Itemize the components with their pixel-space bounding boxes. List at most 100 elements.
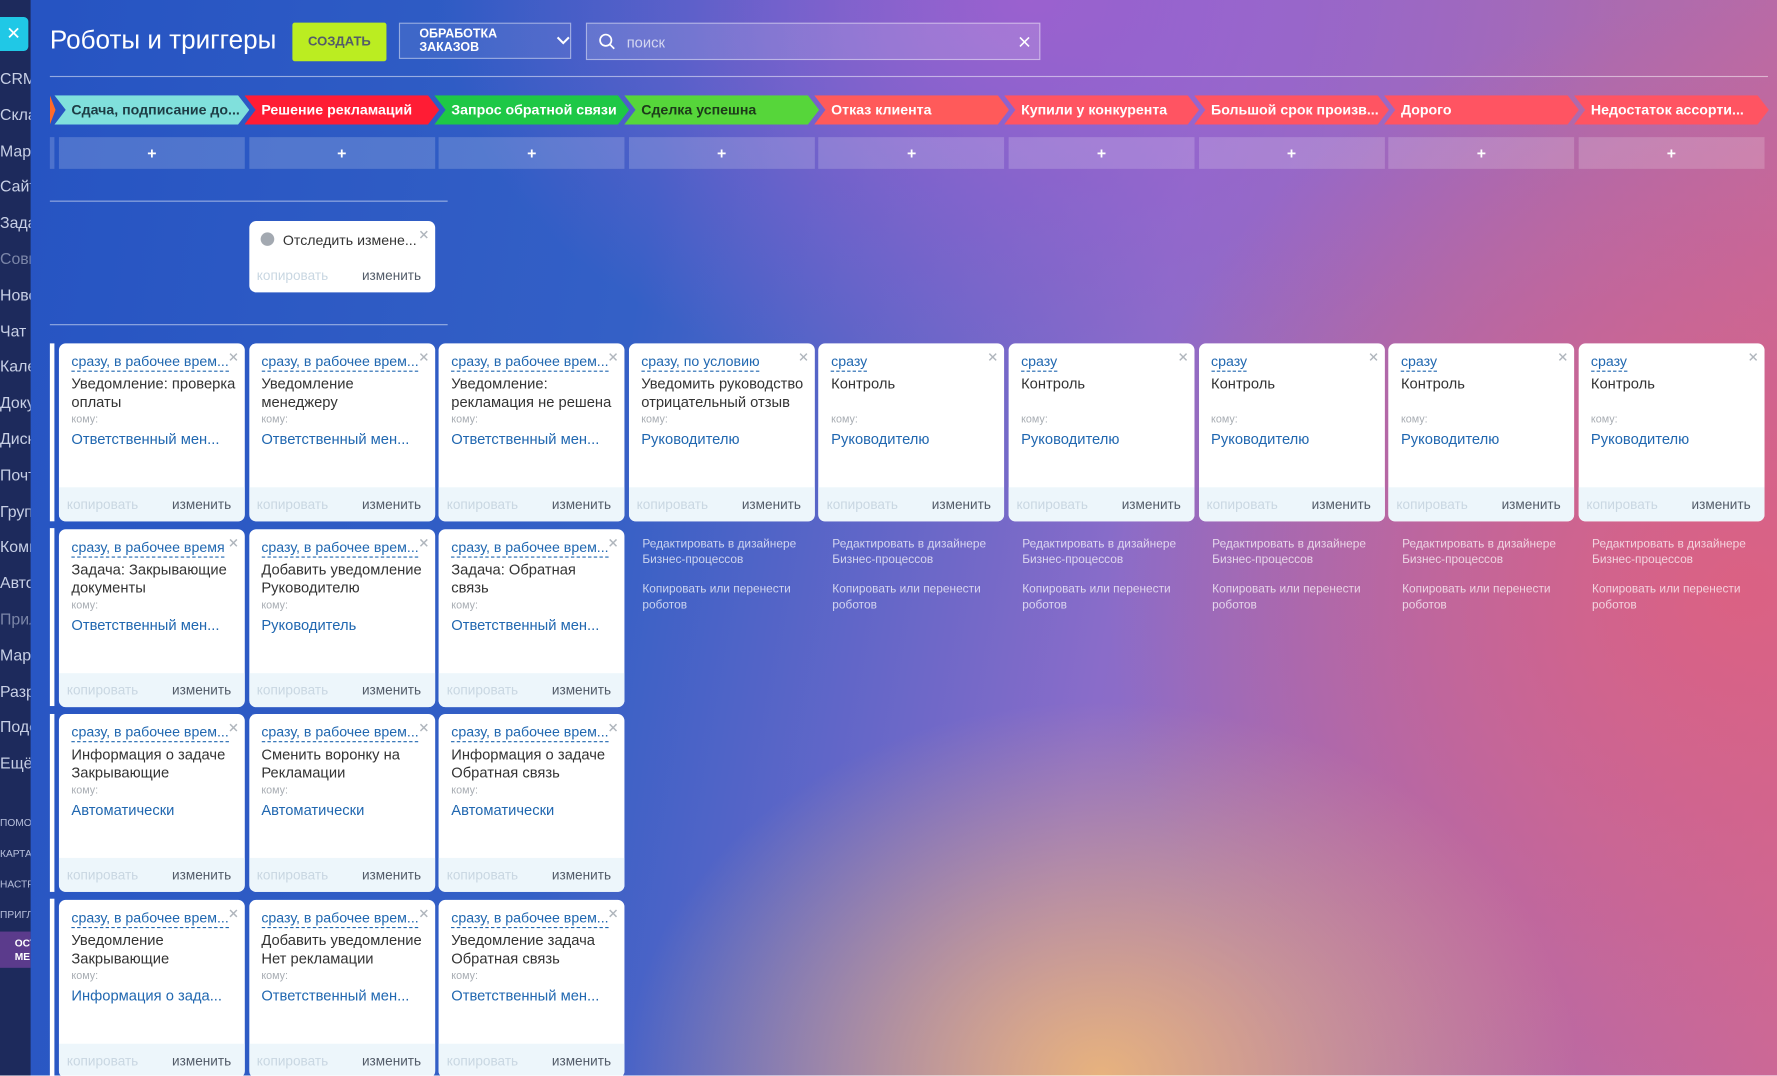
robot-recipient[interactable]: Ответственный мен... bbox=[261, 430, 410, 448]
sidebar-item[interactable]: Мар bbox=[0, 141, 31, 160]
delete-icon[interactable] bbox=[609, 352, 618, 361]
search-box[interactable]: поиск bbox=[585, 22, 1041, 61]
copy-button[interactable]: копировать bbox=[826, 496, 899, 513]
copy-move-link[interactable]: Копировать или перенести роботов bbox=[1592, 582, 1741, 612]
pipeline-dropdown[interactable]: ОБРАБОТКА ЗАКАЗОВ bbox=[398, 22, 572, 59]
robot-condition[interactable]: сразу, в рабочее время bbox=[71, 539, 225, 558]
sidebar-item[interactable]: CRM bbox=[0, 69, 31, 88]
robot-recipient[interactable]: Руководителю bbox=[831, 430, 930, 448]
edit-button[interactable]: изменить bbox=[172, 1052, 232, 1069]
copy-button[interactable]: копировать bbox=[66, 1052, 139, 1069]
edit-button[interactable]: изменить bbox=[1691, 496, 1751, 513]
copy-button[interactable]: копировать bbox=[1016, 496, 1088, 513]
edit-button[interactable]: изменить bbox=[361, 681, 422, 698]
stage-tab[interactable]: Большой срок произв... bbox=[1194, 95, 1389, 124]
copy-button[interactable]: копировать bbox=[446, 1052, 519, 1069]
robot-condition[interactable]: сразу, в рабочее врем... bbox=[71, 354, 229, 372]
sidebar-small-item[interactable]: ПРИГЛ bbox=[0, 908, 31, 921]
copy-move-link[interactable]: Копировать или перенести роботов bbox=[1212, 582, 1361, 612]
edit-button[interactable]: изменить bbox=[551, 681, 612, 698]
delete-icon[interactable] bbox=[989, 352, 998, 361]
sidebar-small-item[interactable]: КАРТА bbox=[0, 847, 31, 860]
delete-icon[interactable] bbox=[229, 723, 238, 732]
robot-condition[interactable]: сразу, в рабочее врем... bbox=[451, 724, 609, 743]
edit-button[interactable]: изменить bbox=[551, 1052, 612, 1069]
add-robot-button[interactable]: + bbox=[818, 137, 1005, 169]
sidebar-item[interactable]: Совм bbox=[0, 249, 31, 268]
robot-condition[interactable]: сразу, в рабочее врем... bbox=[261, 354, 419, 372]
edit-button[interactable]: изменить bbox=[361, 1052, 422, 1069]
sidebar-small-item[interactable]: НАСТР bbox=[0, 878, 31, 890]
robot-recipient[interactable]: Ответственный мен... bbox=[71, 615, 220, 633]
robot-recipient[interactable]: Ответственный мен... bbox=[451, 986, 600, 1004]
sidebar-item[interactable]: Скла bbox=[0, 105, 31, 124]
stage-tab[interactable]: Решение рекламаций bbox=[244, 95, 439, 124]
close-button[interactable] bbox=[0, 16, 29, 51]
copy-move-link[interactable]: Копировать или перенести роботов bbox=[642, 582, 791, 612]
sidebar-item[interactable]: Доку bbox=[0, 393, 31, 412]
copy-button[interactable]: копировать bbox=[636, 496, 709, 513]
robot-recipient[interactable]: Руководителю bbox=[641, 430, 740, 448]
robot-condition[interactable]: сразу, в рабочее врем... bbox=[451, 539, 609, 558]
copy-move-link[interactable]: Копировать или перенести роботов bbox=[1402, 582, 1551, 612]
delete-icon[interactable] bbox=[229, 352, 238, 361]
robot-recipient[interactable]: Руководителю bbox=[1211, 430, 1310, 448]
robot-recipient[interactable]: Руководителю bbox=[1590, 430, 1690, 448]
robot-condition[interactable]: сразу, в рабочее врем... bbox=[451, 909, 609, 928]
robot-condition[interactable]: сразу, в рабочее врем... bbox=[261, 909, 419, 928]
sidebar-item[interactable]: Прил bbox=[0, 609, 31, 628]
stage-tab[interactable]: Отказ клиента bbox=[814, 95, 1009, 124]
add-robot-button[interactable]: + bbox=[1198, 137, 1385, 169]
add-robot-button[interactable]: + bbox=[1578, 137, 1765, 169]
stage-tab[interactable]: Недостаток ассорти... bbox=[1574, 95, 1769, 124]
sidebar-item[interactable]: Поде bbox=[0, 717, 31, 736]
sidebar-item[interactable]: Сайт bbox=[0, 177, 31, 196]
copy-button[interactable]: копировать bbox=[1206, 496, 1278, 513]
add-robot-button[interactable]: + bbox=[1388, 137, 1575, 169]
stage-tab[interactable]: Запрос обратной связи bbox=[434, 95, 629, 124]
robot-condition[interactable]: сразу, в рабочее врем... bbox=[261, 724, 419, 743]
delete-icon[interactable] bbox=[609, 723, 618, 732]
designer-link[interactable]: Редактировать в дизайнере Бизнес-процесс… bbox=[642, 537, 797, 567]
copy-button[interactable]: копировать bbox=[256, 267, 329, 284]
add-robot-button[interactable]: + bbox=[438, 137, 625, 169]
sidebar-item[interactable]: Зада bbox=[0, 213, 31, 232]
sidebar-item[interactable]: Ещё bbox=[0, 753, 31, 772]
edit-button[interactable]: изменить bbox=[551, 496, 612, 513]
robot-condition[interactable]: сразу, по условию bbox=[641, 354, 760, 372]
sidebar-item[interactable]: Комг bbox=[0, 537, 31, 556]
robot-recipient[interactable]: Ответственный мен... bbox=[261, 986, 410, 1004]
robot-recipient[interactable]: Руководитель bbox=[261, 615, 357, 633]
edit-button[interactable]: изменить bbox=[361, 267, 422, 284]
sidebar-small-item[interactable]: ПОМО bbox=[0, 817, 31, 829]
delete-icon[interactable] bbox=[419, 538, 428, 547]
stage-tab[interactable]: Купили у конкурента bbox=[1004, 95, 1199, 124]
delete-icon[interactable] bbox=[1369, 352, 1378, 361]
sidebar-item[interactable]: Авто bbox=[0, 573, 31, 592]
sidebar-item[interactable]: Диск bbox=[0, 429, 31, 448]
delete-icon[interactable] bbox=[609, 908, 618, 917]
delete-icon[interactable] bbox=[419, 230, 428, 239]
delete-icon[interactable] bbox=[1558, 352, 1567, 361]
copy-button[interactable]: копировать bbox=[1586, 496, 1658, 513]
copy-button[interactable]: копировать bbox=[256, 1052, 329, 1069]
sidebar-item[interactable]: Груп bbox=[0, 501, 31, 520]
robot-condition[interactable]: сразу, в рабочее врем... bbox=[71, 909, 229, 928]
robot-recipient[interactable]: Информация о зада... bbox=[71, 986, 223, 1004]
stage-tab[interactable]: Сдача, подписание до... bbox=[54, 95, 249, 124]
sidebar-item[interactable]: Кале bbox=[0, 357, 31, 376]
robot-recipient[interactable]: Автоматически bbox=[261, 801, 365, 819]
robot-recipient[interactable]: Ответственный мен... bbox=[451, 615, 600, 633]
edit-button[interactable]: изменить bbox=[172, 681, 232, 698]
copy-button[interactable]: копировать bbox=[446, 681, 519, 698]
copy-button[interactable]: копировать bbox=[446, 866, 519, 883]
copy-button[interactable]: копировать bbox=[1396, 496, 1468, 513]
copy-button[interactable]: копировать bbox=[256, 866, 329, 883]
robot-condition[interactable]: сразу, в рабочее врем... bbox=[451, 354, 609, 372]
delete-icon[interactable] bbox=[419, 908, 428, 917]
robot-recipient[interactable]: Руководителю bbox=[1400, 430, 1500, 448]
robot-recipient[interactable]: Ответственный мен... bbox=[451, 430, 600, 448]
edit-button[interactable]: изменить bbox=[741, 496, 802, 513]
copy-button[interactable]: копировать bbox=[66, 866, 139, 883]
delete-icon[interactable] bbox=[229, 538, 238, 547]
